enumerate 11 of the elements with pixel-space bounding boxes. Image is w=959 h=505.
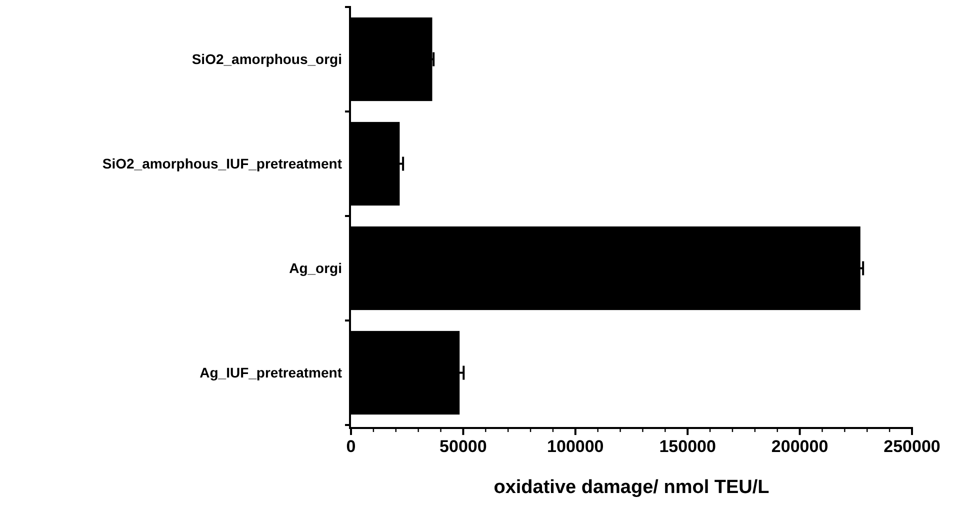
x-tick-label: 150000 (659, 437, 716, 456)
x-tick-label: 200000 (771, 437, 828, 456)
x-tick-label: 250000 (884, 437, 940, 456)
y-tick-label: Ag_orgi (289, 260, 342, 276)
y-tick-label: Ag_IUF_pretreatment (200, 364, 342, 381)
y-tick-label: SiO2_amorphous_orgi (192, 51, 342, 68)
x-axis-title: oxidative damage/ nmol TEU/L (494, 477, 770, 498)
x-tick-label: 0 (346, 437, 356, 456)
x-tick-label: 50000 (440, 437, 487, 456)
x-tick-label: 100000 (547, 437, 604, 456)
y-tick-label: SiO2_amorphous_IUF_pretreatment (102, 156, 342, 172)
